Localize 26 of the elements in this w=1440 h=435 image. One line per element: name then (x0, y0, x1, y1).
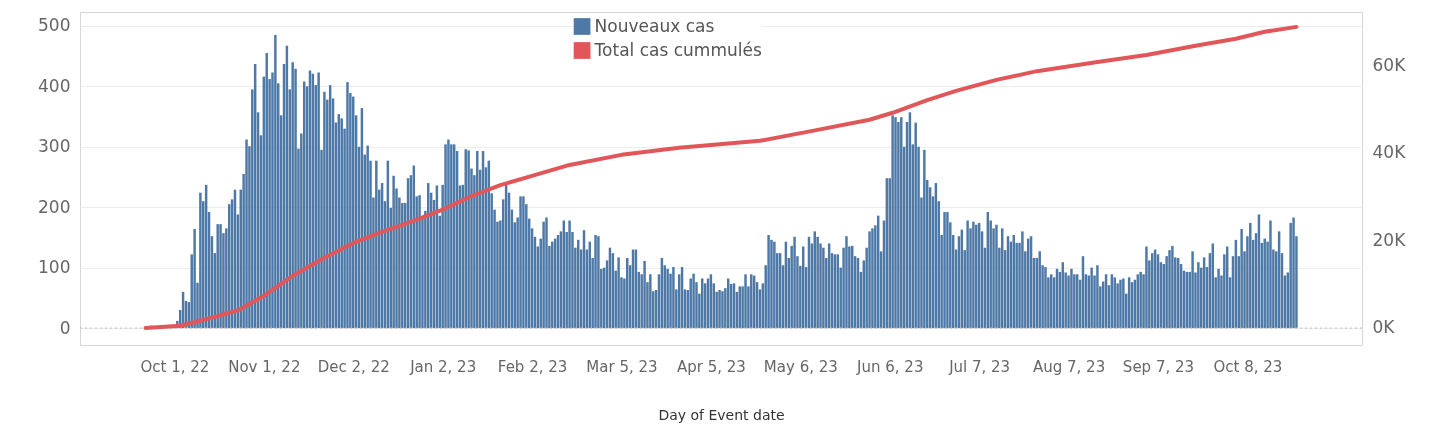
x-axis-title: Day of Event date (658, 406, 785, 423)
x-tick-label: Apr 5, 23 (676, 357, 746, 376)
x-tick-label: Jun 6, 23 (856, 357, 924, 376)
x-tick-label: Aug 7, 23 (1032, 357, 1106, 376)
y-tick-label: 100 (38, 257, 71, 278)
y2-tick-label: 60K (1372, 54, 1407, 75)
x-tick-label: Feb 2, 23 (497, 357, 568, 376)
x-tick-label: May 6, 23 (763, 357, 838, 376)
y-tick-label: 0 (59, 317, 71, 338)
legend-label: Total cas cummulés (593, 39, 762, 60)
x-tick-label: Mar 5, 23 (586, 357, 658, 376)
x-tick-label: Oct 8, 23 (1213, 357, 1283, 376)
y2-tick-label: 20K (1372, 229, 1407, 250)
x-tick-label: Oct 1, 22 (140, 357, 210, 376)
y-tick-label: 300 (38, 136, 71, 157)
y-tick-label: 500 (38, 15, 71, 36)
x-tick-label: Dec 2, 22 (317, 357, 390, 376)
y-tick-label: 200 (38, 196, 71, 217)
x-tick-label: Jan 2, 23 (409, 357, 477, 376)
y2-tick-label: 0K (1372, 317, 1396, 338)
legend-label: Nouveaux cas (594, 15, 715, 36)
x-tick-label: Nov 1, 22 (228, 357, 301, 376)
x-tick-label: Sep 7, 23 (1122, 357, 1195, 376)
y-tick-label: 400 (38, 75, 71, 96)
y2-tick-label: 40K (1372, 142, 1407, 163)
x-tick-label: Jul 7, 23 (948, 357, 1011, 376)
